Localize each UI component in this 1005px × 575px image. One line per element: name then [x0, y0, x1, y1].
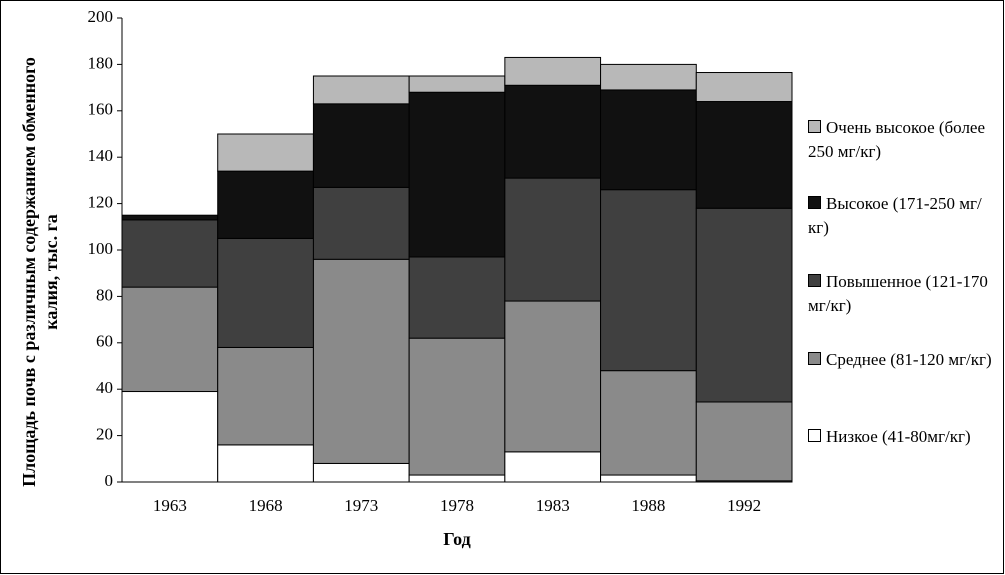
- x-tick-label: 1968: [249, 496, 283, 515]
- y-tick-label: 40: [96, 378, 113, 397]
- bar-segment: [312, 462, 410, 483]
- bar-segment: [408, 75, 506, 93]
- legend-entry: Повышенное (121-170 мг/кг): [808, 270, 998, 318]
- y-tick-label: 140: [88, 146, 114, 165]
- bar-segment: [217, 170, 314, 239]
- y-tick-label: 160: [88, 100, 114, 119]
- bar-segment: [504, 84, 602, 179]
- y-tick-label: 120: [88, 193, 114, 212]
- x-axis-title: Год: [443, 529, 470, 549]
- legend-swatch: [808, 196, 821, 209]
- legend-label: Среднее (81-120 мг/кг): [826, 350, 992, 369]
- legend-entry: Низкое (41-80мг/кг): [808, 425, 998, 449]
- legend-swatch: [808, 120, 821, 133]
- legend-swatch: [808, 429, 821, 442]
- legend-label: Повышенное (121-170 мг/кг): [808, 272, 988, 315]
- legend-entry: Высокое (171-250 мг/кг): [808, 192, 998, 240]
- x-tick-label: 1963: [153, 496, 187, 515]
- bar-segment: [217, 444, 314, 483]
- bar-segment: [504, 300, 602, 453]
- legend-label: Высокое (171-250 мг/кг): [808, 194, 982, 237]
- legend-label: Низкое (41-80мг/кг): [826, 427, 971, 446]
- bar-segment: [312, 75, 410, 105]
- y-tick-label: 80: [96, 285, 113, 304]
- bar-segment: [695, 101, 793, 209]
- bar-segment: [121, 214, 219, 221]
- bar-segment: [600, 63, 697, 91]
- bar-segment: [695, 72, 793, 103]
- bar-segment: [312, 258, 410, 464]
- bar-segment: [600, 370, 697, 476]
- bar-segment: [695, 401, 793, 482]
- bar-segment: [408, 337, 506, 476]
- bar-segment: [121, 391, 219, 483]
- y-tick-label: 60: [96, 332, 113, 351]
- y-axis-title: Площадь почв с различным содержанием обм…: [19, 57, 61, 487]
- y-tick-label: 0: [105, 471, 114, 490]
- bar-segment: [217, 133, 314, 172]
- bar-segment: [504, 56, 602, 86]
- bar-segment: [312, 103, 410, 188]
- bar-segment: [600, 189, 697, 372]
- legend-swatch: [808, 352, 821, 365]
- bar-segment: [600, 89, 697, 191]
- x-tick-label: 1983: [536, 496, 570, 515]
- bar-segment: [217, 346, 314, 446]
- bar-segment: [408, 91, 506, 258]
- bar-segment: [217, 237, 314, 348]
- x-tick-label: 1992: [727, 496, 761, 515]
- bar-segment: [695, 207, 793, 403]
- x-tick-label: 1988: [631, 496, 665, 515]
- legend-entry: Очень высокое (более 250 мг/кг): [808, 116, 998, 164]
- bar-segment: [408, 256, 506, 339]
- legend-label: Очень высокое (более 250 мг/кг): [808, 118, 986, 161]
- bar-segment: [408, 474, 506, 483]
- legend-entry: Среднее (81-120 мг/кг): [808, 348, 998, 372]
- bar-segment: [121, 286, 219, 393]
- y-tick-label: 200: [88, 7, 114, 26]
- y-tick-label: 20: [96, 425, 113, 444]
- bar-segment: [600, 474, 697, 483]
- bar-segment: [504, 177, 602, 302]
- x-tick-label: 1978: [440, 496, 474, 515]
- bar-segment: [312, 186, 410, 260]
- bar-segment: [121, 219, 219, 288]
- bar-segment: [504, 451, 602, 483]
- x-tick-label: 1973: [344, 496, 378, 515]
- legend-swatch: [808, 274, 821, 287]
- y-tick-label: 180: [88, 53, 114, 72]
- y-tick-label: 100: [88, 239, 114, 258]
